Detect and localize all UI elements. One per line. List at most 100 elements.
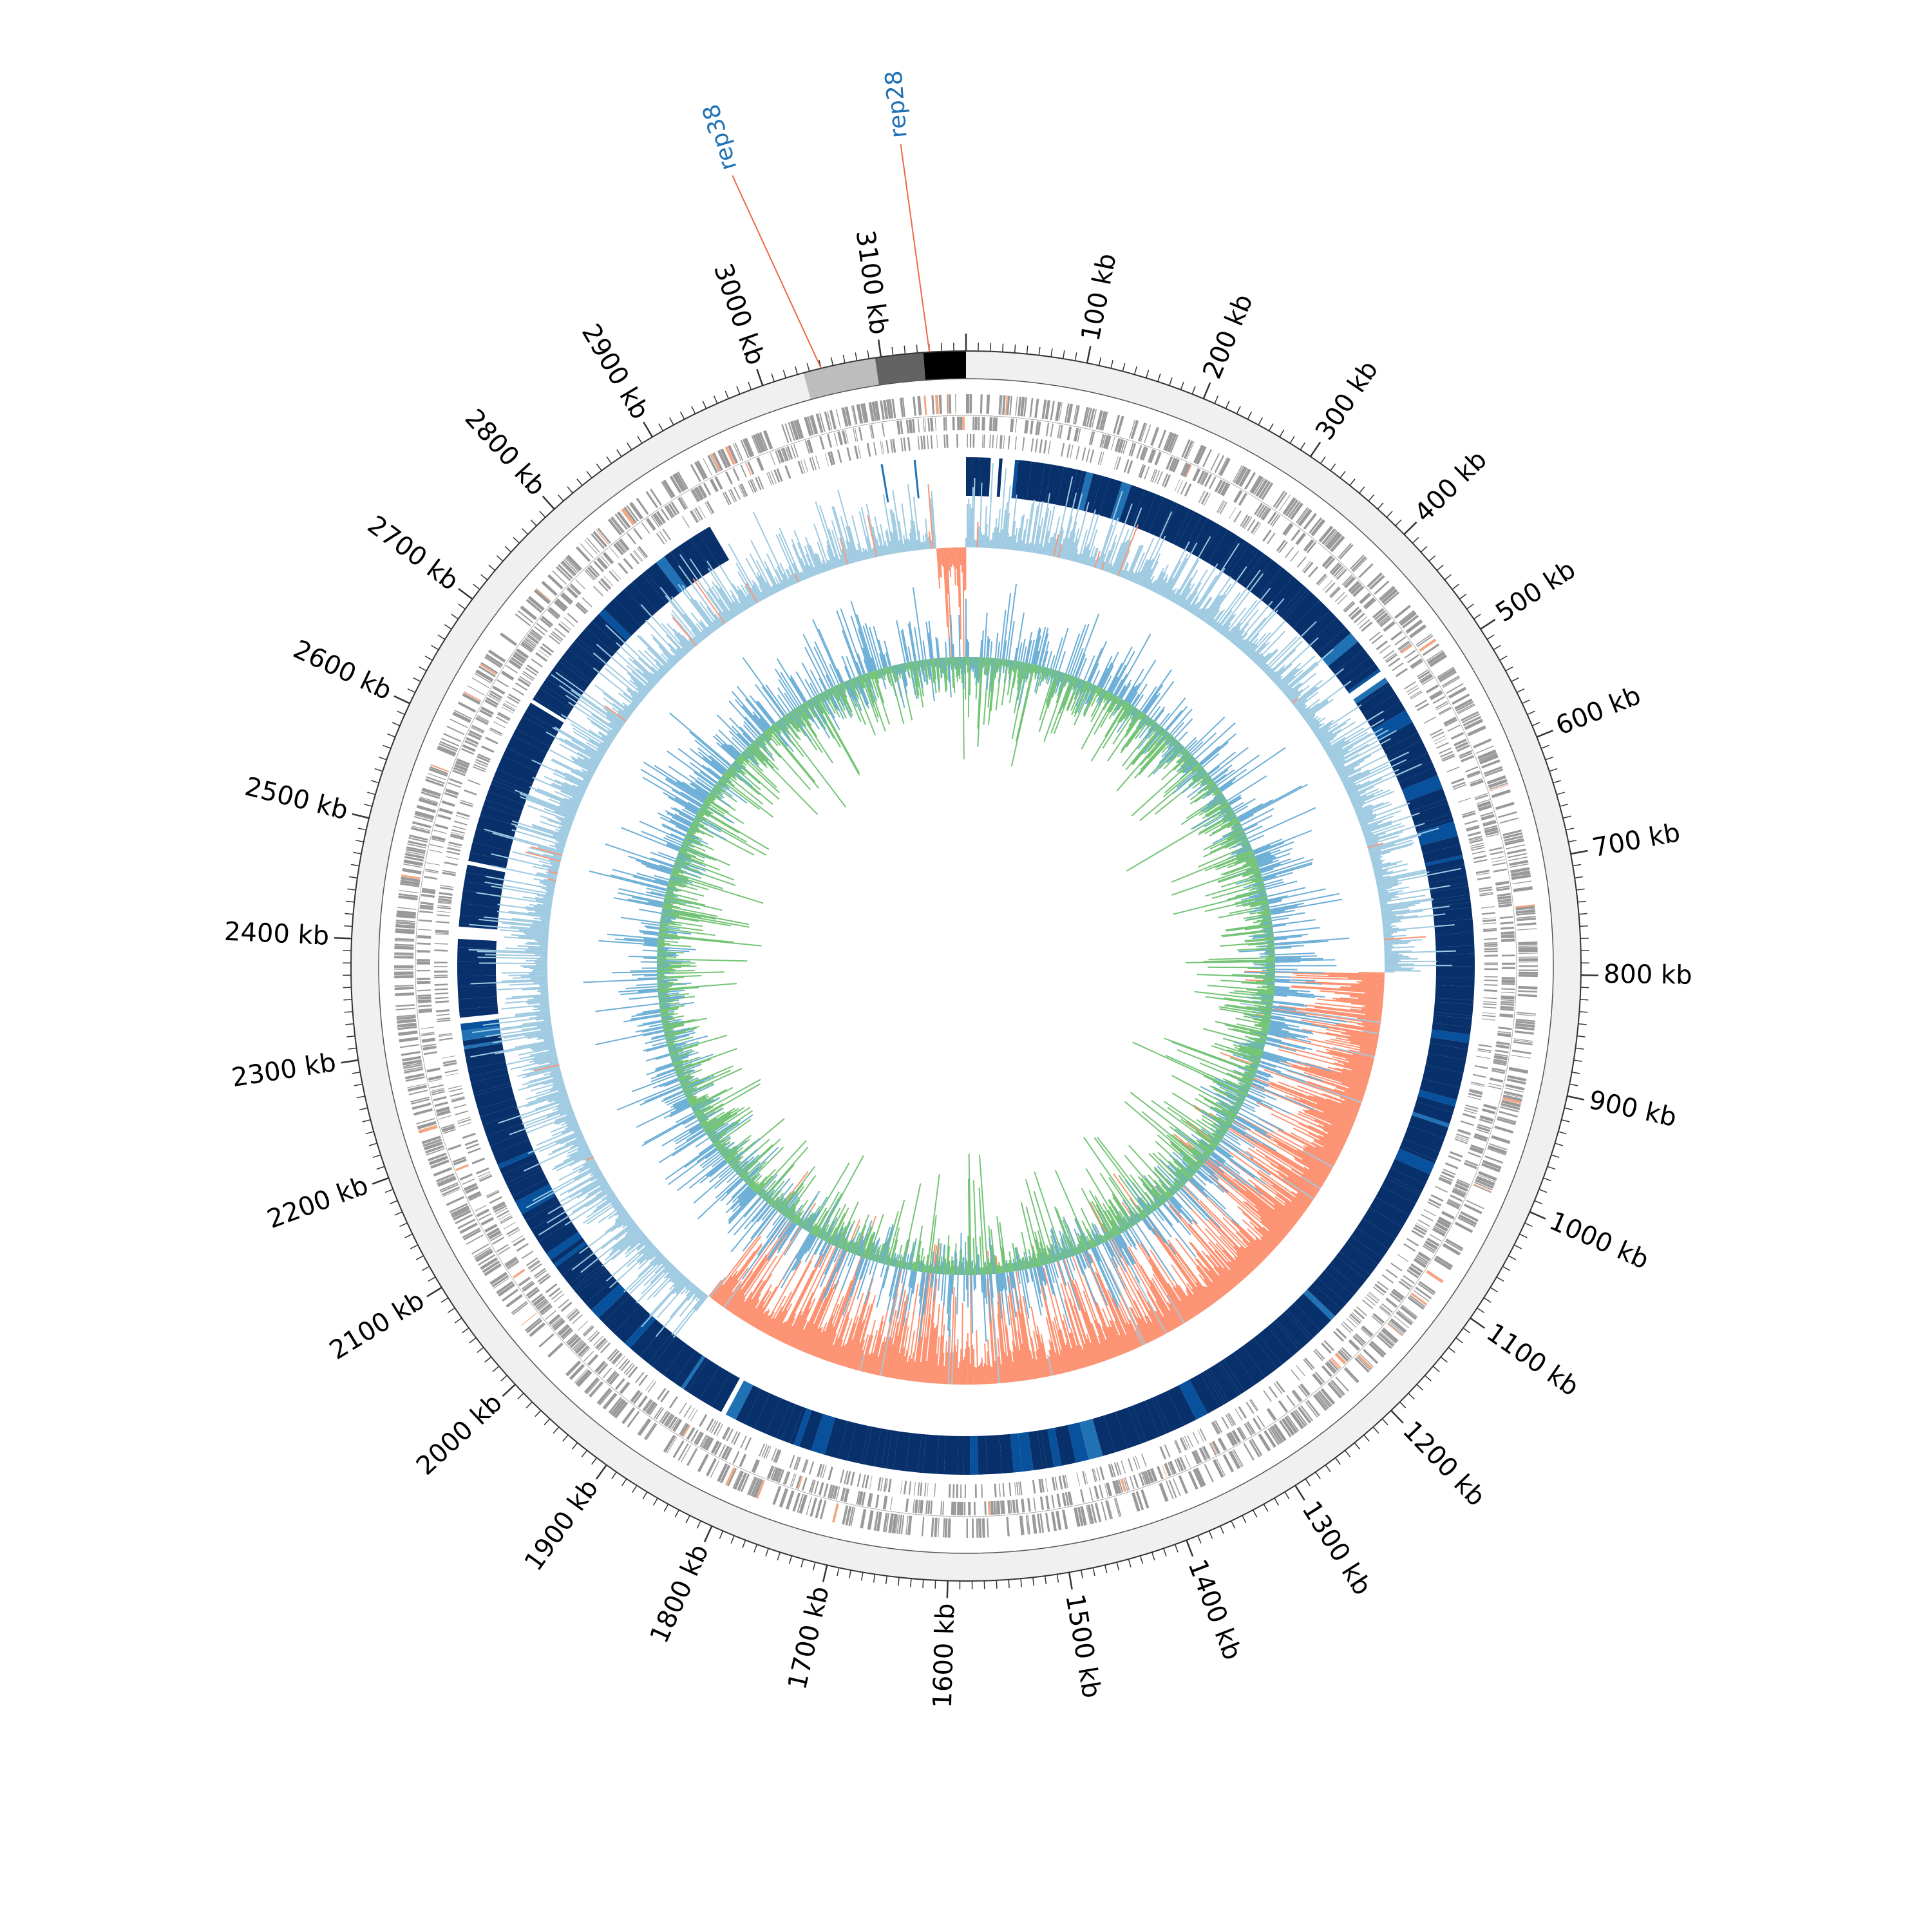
gene-feature xyxy=(401,874,421,880)
gene-feature-minor xyxy=(730,1431,738,1444)
gene-feature xyxy=(719,448,732,468)
gene-feature xyxy=(541,1305,553,1316)
gc-content-bar xyxy=(1241,609,1278,652)
gene-feature xyxy=(1273,1423,1287,1442)
gene-feature xyxy=(437,814,451,820)
gc-content-bar xyxy=(1129,1307,1148,1344)
gene-feature xyxy=(430,1159,450,1169)
gene-feature xyxy=(417,980,431,985)
gene-feature-minor xyxy=(1433,735,1446,742)
gene-feature xyxy=(1493,1060,1507,1065)
minor-tick xyxy=(591,1457,598,1465)
gc-content-bar xyxy=(1362,1006,1383,1010)
gene-feature xyxy=(1289,502,1303,520)
gene-feature xyxy=(740,440,750,459)
gc-content-bar xyxy=(1233,1245,1256,1269)
gc-content-bar xyxy=(1056,1259,1090,1367)
minor-tick xyxy=(1571,1072,1580,1074)
minor-tick xyxy=(1531,722,1540,726)
homology-segment xyxy=(1367,701,1406,730)
gene-feature xyxy=(981,1518,985,1538)
gene-feature xyxy=(575,546,591,562)
gc-content-bar xyxy=(1320,990,1384,996)
gc-content-bar xyxy=(1360,823,1368,828)
gene-feature xyxy=(976,1518,978,1538)
gc-content-bar xyxy=(1340,1097,1361,1106)
minor-tick xyxy=(1573,1059,1582,1062)
gene-feature xyxy=(1505,1083,1525,1091)
homology-segment xyxy=(572,1264,605,1291)
gene-feature-minor xyxy=(1448,1155,1462,1162)
gene-feature xyxy=(806,439,814,453)
gene-feature-minor xyxy=(1452,781,1466,788)
gene-feature xyxy=(1376,1334,1392,1349)
gc-content-bar xyxy=(1315,1146,1338,1159)
gene-feature-minor xyxy=(1226,1413,1235,1426)
homology-segment xyxy=(591,1283,627,1318)
gene-feature xyxy=(1501,938,1515,942)
minor-tick xyxy=(1386,511,1393,518)
minor-tick xyxy=(702,401,707,409)
gene-feature xyxy=(1050,401,1055,421)
gene-feature-minor xyxy=(442,871,456,876)
gc-content-bar xyxy=(1364,824,1405,839)
homology-segment xyxy=(1401,775,1443,802)
gene-feature-minor xyxy=(440,884,454,888)
gc-content-bar xyxy=(1200,576,1232,621)
gene-feature-minor xyxy=(491,1201,505,1209)
tick-label-500kb: 500 kb xyxy=(1491,554,1581,628)
gene-feature xyxy=(572,1339,583,1350)
gene-feature xyxy=(1198,1447,1208,1461)
gc-content-bar xyxy=(1188,1223,1240,1283)
gc-content-bar xyxy=(1199,1200,1262,1264)
homology-segment xyxy=(1011,459,1019,498)
minor-tick xyxy=(1527,710,1535,715)
gene-feature xyxy=(404,856,424,862)
gc-content-bar xyxy=(1203,594,1222,622)
gc-content-bar xyxy=(1352,801,1365,808)
gene-feature xyxy=(1202,1446,1211,1459)
gene-feature-minor xyxy=(1453,784,1466,790)
gene-feature xyxy=(479,663,497,676)
gene-feature xyxy=(1249,475,1261,493)
minor-tick xyxy=(1580,938,1589,940)
gc-content-bar xyxy=(1318,722,1347,741)
gc-content-bar xyxy=(1339,769,1355,778)
gene-feature xyxy=(1166,456,1173,470)
gene-feature-minor xyxy=(1240,514,1249,527)
gc-content-bar xyxy=(1269,1081,1358,1116)
gene-feature xyxy=(1112,1481,1119,1495)
gc-content-bar xyxy=(1374,869,1408,878)
gene-feature xyxy=(1416,635,1434,648)
minor-tick xyxy=(788,1555,793,1564)
gene-feature-minor xyxy=(518,677,531,686)
gene-feature-minor xyxy=(710,1421,719,1434)
gc-content-bar xyxy=(1374,871,1388,875)
gene-feature-minor xyxy=(1235,1408,1243,1421)
gene-feature xyxy=(690,1429,699,1443)
homology-segment xyxy=(977,1435,987,1475)
minor-tick xyxy=(1561,1119,1570,1122)
homology-segment xyxy=(744,1389,770,1429)
homology-segment xyxy=(1079,1419,1103,1460)
minor-tick xyxy=(1483,1297,1492,1303)
gene-feature xyxy=(593,560,605,573)
gc-content-bar xyxy=(1189,1242,1230,1293)
minor-tick xyxy=(842,354,846,363)
homology-segment xyxy=(905,1432,922,1473)
gene-feature xyxy=(1312,1394,1327,1411)
gene-feature xyxy=(686,1426,696,1441)
gc-content-bar xyxy=(1215,1159,1297,1224)
gene-feature xyxy=(1436,1219,1450,1229)
homology-segment xyxy=(687,1359,720,1399)
gene-feature xyxy=(694,1431,702,1444)
gene-feature xyxy=(918,1499,920,1513)
gene-feature xyxy=(823,1483,829,1497)
gene-feature xyxy=(474,1204,487,1212)
gc-content-bar xyxy=(1153,564,1170,592)
gene-feature xyxy=(479,709,493,718)
gene-feature-minor xyxy=(1351,1312,1363,1322)
gene-feature-minor xyxy=(1385,654,1398,663)
homology-segment xyxy=(639,1327,673,1364)
gc-content-bar xyxy=(1303,701,1329,720)
